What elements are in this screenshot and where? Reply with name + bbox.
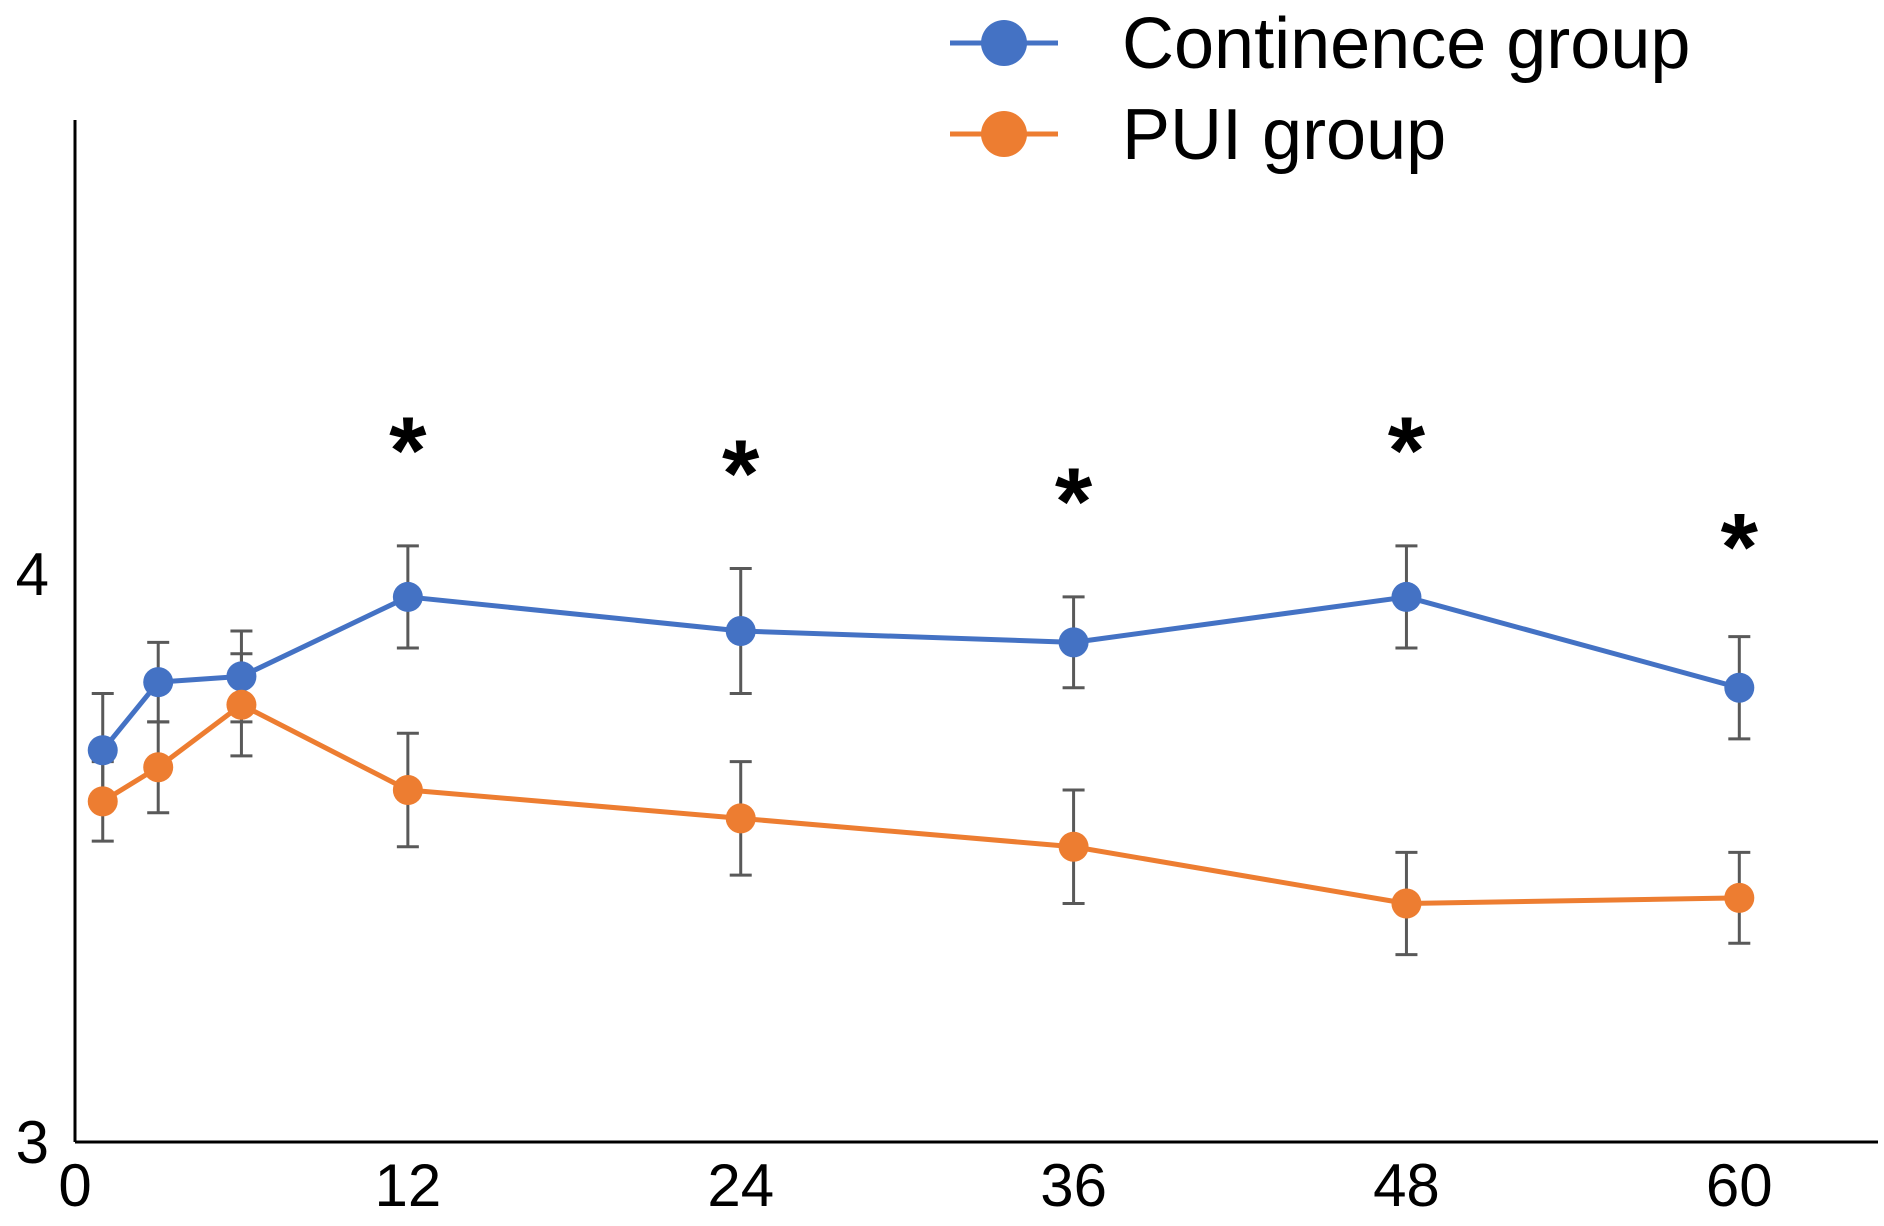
x-tick-label: 36: [1040, 1152, 1107, 1219]
data-point: [1058, 831, 1089, 862]
data-point: [392, 581, 423, 612]
series-line: [101, 702, 1740, 907]
data-point: [1391, 888, 1422, 919]
data-point: [1391, 581, 1422, 612]
data-point: [1058, 627, 1089, 658]
significance-marker: *: [1388, 398, 1426, 505]
chart-axes: [73, 120, 1878, 1144]
data-point: [725, 616, 756, 646]
significance-annotations: * * * * *: [389, 398, 1758, 602]
legend-item: Continence group: [950, 4, 1690, 84]
legend-item: PUI group: [950, 95, 1446, 175]
y-tick-label: 3: [16, 1109, 49, 1176]
significance-marker: *: [1055, 449, 1093, 556]
data-point: [1724, 672, 1755, 703]
legend-label: PUI group: [1122, 95, 1446, 175]
significance-marker: *: [389, 398, 427, 505]
data-point: [87, 786, 118, 817]
data-point: [143, 667, 174, 698]
data-point: [143, 752, 174, 783]
significance-marker: *: [1721, 494, 1759, 601]
data-point: [226, 689, 257, 720]
x-tick-label: 12: [374, 1152, 441, 1219]
axis-ticks: 0 12 24 36 48 60 3 4: [16, 541, 1773, 1219]
y-tick-label: 4: [16, 541, 49, 608]
series-lines: [100, 594, 1740, 907]
legend-swatch-marker: [981, 20, 1027, 66]
x-tick-label: 24: [707, 1152, 774, 1219]
x-tick-label: 60: [1706, 1152, 1773, 1219]
data-point: [392, 774, 423, 805]
legend-label: Continence group: [1122, 4, 1690, 84]
significance-marker: *: [722, 420, 760, 527]
data-point: [226, 661, 257, 692]
error-bars: [91, 544, 1751, 957]
chart-legend: Continence group PUI group: [950, 4, 1690, 175]
series-line: [100, 594, 1740, 752]
data-point: [1724, 882, 1755, 913]
data-point: [725, 803, 756, 834]
data-points: [87, 581, 1755, 919]
legend-swatch-marker: [981, 111, 1027, 157]
data-point: [87, 735, 118, 766]
x-tick-label: 48: [1373, 1152, 1440, 1219]
x-tick-label: 0: [58, 1152, 91, 1219]
